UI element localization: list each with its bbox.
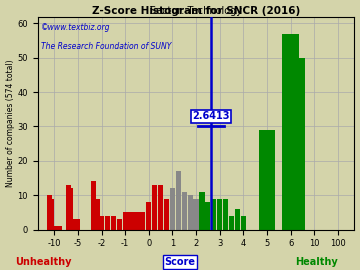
Bar xyxy=(111,216,116,230)
Y-axis label: Number of companies (574 total): Number of companies (574 total) xyxy=(5,59,14,187)
Bar xyxy=(51,226,57,229)
Bar xyxy=(91,181,96,229)
Bar xyxy=(188,195,193,229)
Bar xyxy=(105,216,110,230)
Bar xyxy=(57,226,62,229)
Bar xyxy=(49,199,54,230)
Text: Unhealthy: Unhealthy xyxy=(15,257,71,267)
Bar xyxy=(199,192,204,230)
Bar xyxy=(47,195,52,229)
Bar xyxy=(288,58,305,230)
Bar xyxy=(146,202,152,230)
Bar xyxy=(259,130,275,230)
Bar xyxy=(73,219,78,230)
Bar xyxy=(134,212,140,230)
Bar xyxy=(129,212,134,230)
Bar xyxy=(99,216,104,230)
Bar xyxy=(66,185,71,230)
Bar xyxy=(235,209,240,230)
Text: Score: Score xyxy=(165,257,195,267)
Text: The Research Foundation of SUNY: The Research Foundation of SUNY xyxy=(41,42,171,51)
Bar xyxy=(152,185,157,230)
Bar xyxy=(68,188,73,230)
Bar xyxy=(241,216,246,230)
Text: Sector: Technology: Sector: Technology xyxy=(150,5,242,16)
Bar xyxy=(158,185,163,230)
Bar xyxy=(122,212,128,230)
Bar xyxy=(193,199,199,230)
Bar xyxy=(164,199,169,230)
Bar xyxy=(117,219,122,230)
Bar xyxy=(176,171,181,230)
Bar xyxy=(140,212,145,230)
Text: 2.6413: 2.6413 xyxy=(193,111,230,121)
Bar xyxy=(217,199,222,230)
Bar xyxy=(75,219,81,230)
Bar xyxy=(54,226,59,229)
Bar xyxy=(95,199,100,230)
Bar xyxy=(223,199,228,230)
Title: Z-Score Histogram for SNCR (2016): Z-Score Histogram for SNCR (2016) xyxy=(92,6,300,16)
Text: ©www.textbiz.org: ©www.textbiz.org xyxy=(41,23,111,32)
Bar xyxy=(205,202,211,230)
Bar xyxy=(170,188,175,230)
Bar xyxy=(229,216,234,230)
Bar xyxy=(182,192,187,230)
Bar xyxy=(211,199,216,230)
Text: Healthy: Healthy xyxy=(296,257,338,267)
Bar xyxy=(282,34,299,230)
